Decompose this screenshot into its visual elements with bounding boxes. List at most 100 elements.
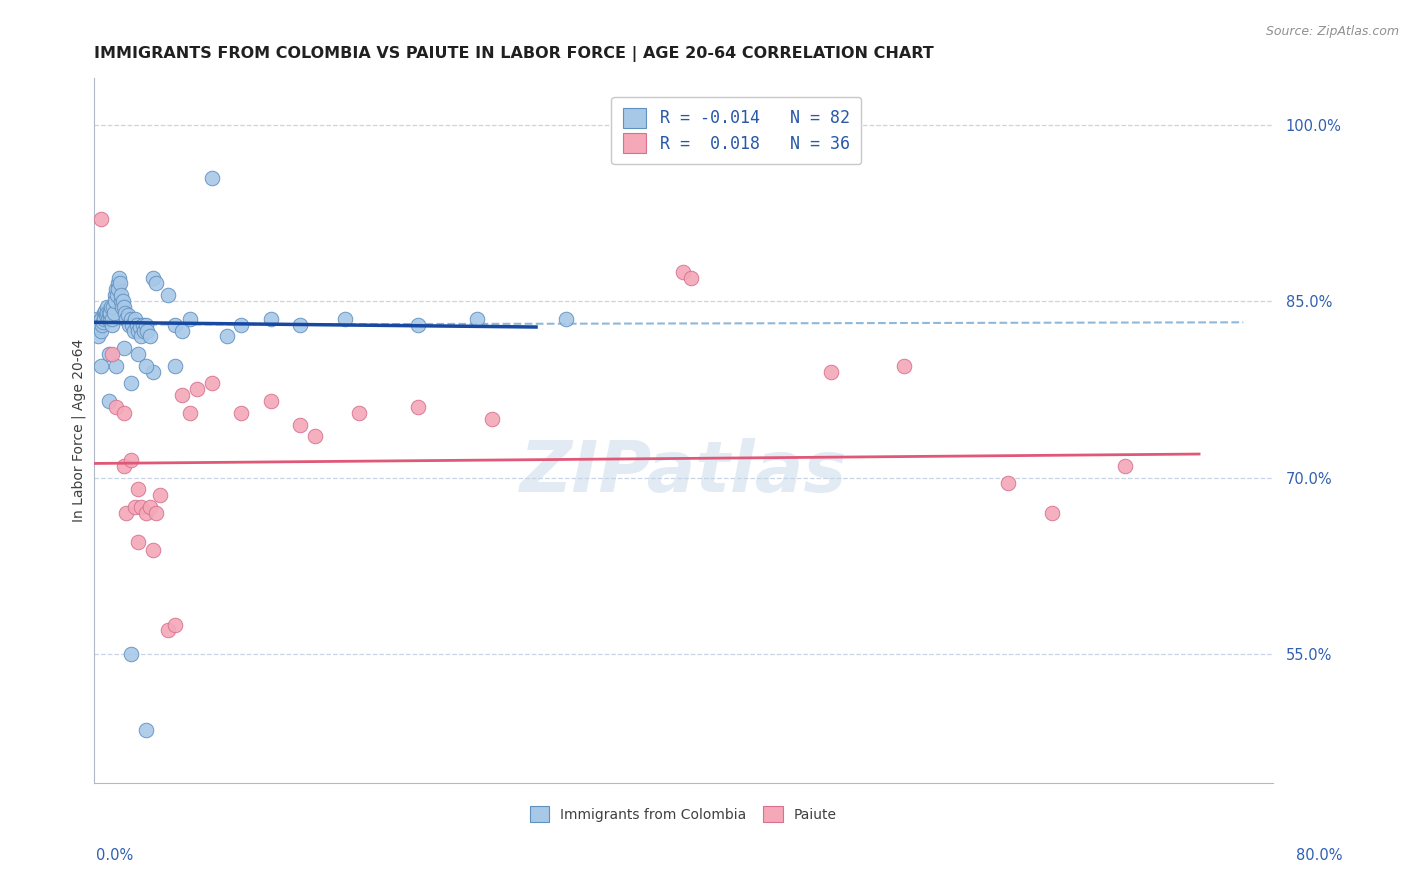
Point [97,347,120,361]
Point [172,388,194,402]
Point [96,300,118,314]
Point [84,318,107,332]
Point [112,300,135,314]
Point [98,306,121,320]
Point [97,394,120,409]
Text: IMMIGRANTS FROM COLOMBIA VS PAIUTE IN LABOR FORCE | AGE 20-64 CORRELATION CHART: IMMIGRANTS FROM COLOMBIA VS PAIUTE IN LA… [94,46,934,62]
Point [142,365,165,379]
Point [105,359,128,373]
Point [115,506,138,520]
Point [820,365,842,379]
Point [128,320,150,334]
Point [125,318,148,332]
Point [118,318,141,332]
Point [117,308,139,322]
Point [997,476,1019,491]
Point [290,417,312,432]
Point [97,306,120,320]
Point [127,483,149,497]
Point [89,320,111,334]
Point [129,500,152,514]
Point [179,406,201,420]
Text: 80.0%: 80.0% [1296,848,1343,863]
Point [100,347,122,361]
Point [481,411,503,425]
Point [145,506,167,520]
Point [91,318,114,332]
Point [172,324,194,338]
Text: Source: ZipAtlas.com: Source: ZipAtlas.com [1265,25,1399,38]
Point [215,329,238,343]
Point [90,311,112,326]
Point [107,282,129,296]
Point [89,318,111,332]
Point [165,318,187,332]
Point [145,277,167,291]
Point [127,535,149,549]
Point [672,265,695,279]
Point [107,277,129,291]
Point [121,318,143,332]
Point [201,376,224,391]
Point [333,311,356,326]
Point [91,315,114,329]
Point [104,288,127,302]
Point [112,458,135,473]
Point [135,723,157,738]
Point [124,311,146,326]
Point [110,294,132,309]
Point [149,488,172,502]
Point [97,311,120,326]
Point [87,315,110,329]
Point [124,500,146,514]
Point [139,329,162,343]
Point [93,311,115,326]
Point [120,647,142,661]
Point [90,211,112,226]
Point [406,400,429,414]
Point [260,394,283,409]
Point [127,324,149,338]
Point [108,270,131,285]
Point [135,506,157,520]
Point [111,300,134,314]
Point [90,324,112,338]
Point [108,277,131,291]
Point [103,306,125,320]
Point [115,311,138,326]
Point [134,324,156,338]
Point [131,318,153,332]
Point [110,288,132,302]
Point [114,306,136,320]
Point [179,311,201,326]
Point [120,453,142,467]
Point [111,294,134,309]
Point [231,406,253,420]
Point [1040,506,1063,520]
Point [105,400,128,414]
Point [129,329,152,343]
Point [186,382,208,396]
Point [104,294,127,309]
Y-axis label: In Labor Force | Age 20-64: In Labor Force | Age 20-64 [72,339,86,522]
Point [304,429,326,443]
Point [94,303,117,318]
Point [90,359,112,373]
Legend: Immigrants from Colombia, Paiute: Immigrants from Colombia, Paiute [523,799,844,830]
Point [103,300,125,314]
Point [554,311,576,326]
Point [86,311,108,326]
Point [135,318,157,332]
Point [156,288,179,302]
Point [101,311,124,326]
Point [120,311,142,326]
Point [94,308,117,322]
Point [1114,458,1136,473]
Point [260,311,283,326]
Point [96,306,118,320]
Text: ZIPatlas: ZIPatlas [520,438,846,508]
Text: 0.0%: 0.0% [96,848,132,863]
Point [893,359,915,373]
Point [165,617,187,632]
Point [112,406,135,420]
